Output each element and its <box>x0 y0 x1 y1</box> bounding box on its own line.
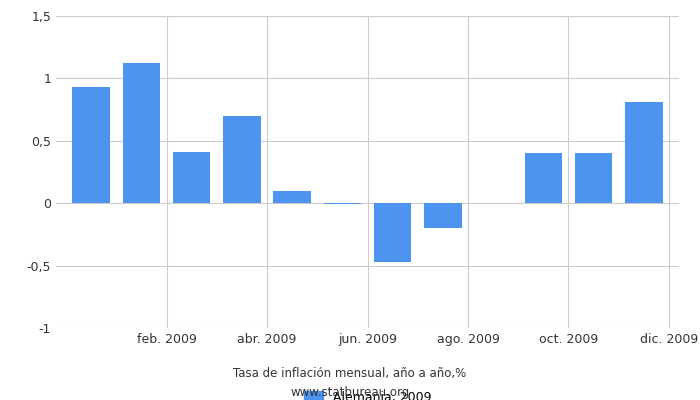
Bar <box>374 203 412 262</box>
Bar <box>273 191 311 203</box>
Bar <box>173 152 211 203</box>
Bar <box>323 203 361 204</box>
Bar <box>524 153 562 203</box>
Bar <box>625 102 663 203</box>
Bar <box>72 87 110 203</box>
Bar <box>424 203 462 228</box>
Bar <box>122 64 160 203</box>
Bar <box>223 116 260 203</box>
Text: www.statbureau.org: www.statbureau.org <box>290 386 410 399</box>
Bar <box>575 153 612 203</box>
Legend: Alemania, 2009: Alemania, 2009 <box>299 386 436 400</box>
Text: Tasa de inflación mensual, año a año,%: Tasa de inflación mensual, año a año,% <box>233 368 467 380</box>
